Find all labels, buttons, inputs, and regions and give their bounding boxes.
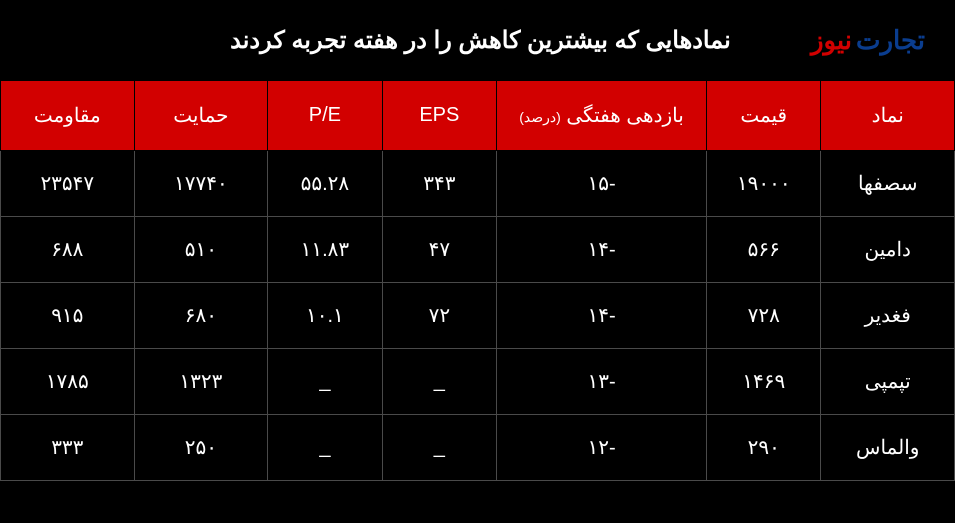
cell-eps: _ — [382, 415, 496, 481]
cell-resistance: ۹۱۵ — [1, 283, 135, 349]
cell-symbol: والماس — [821, 415, 955, 481]
cell-symbol: دامین — [821, 217, 955, 283]
cell-support: ۵۱۰ — [134, 217, 268, 283]
cell-eps: ۴۷ — [382, 217, 496, 283]
cell-return: -۱۵ — [497, 151, 707, 217]
cell-resistance: ۳۳۳ — [1, 415, 135, 481]
table-row: فغدیر۷۲۸-۱۴۷۲۱۰.۱۶۸۰۹۱۵ — [1, 283, 955, 349]
cell-pe: ۱۱.۸۳ — [268, 217, 382, 283]
col-return: بازدهی هفتگی (درصد) — [497, 81, 707, 151]
cell-return: -۱۴ — [497, 283, 707, 349]
cell-price: ۷۲۸ — [706, 283, 820, 349]
stock-table: نماد قیمت بازدهی هفتگی (درصد) EPS P/E حم… — [0, 80, 955, 481]
header: تجارت نیوز نمادهایی که بیشترین کاهش را د… — [0, 0, 955, 80]
cell-resistance: ۶۸۸ — [1, 217, 135, 283]
cell-resistance: ۱۷۸۵ — [1, 349, 135, 415]
cell-eps: ۷۲ — [382, 283, 496, 349]
logo: تجارت نیوز — [811, 25, 925, 56]
cell-return: -۱۴ — [497, 217, 707, 283]
cell-pe: _ — [268, 415, 382, 481]
cell-eps: _ — [382, 349, 496, 415]
cell-symbol: سصفها — [821, 151, 955, 217]
cell-symbol: تپمپی — [821, 349, 955, 415]
cell-price: ۱۹۰۰۰ — [706, 151, 820, 217]
logo-part1: تجارت — [856, 25, 925, 56]
cell-pe: ۱۰.۱ — [268, 283, 382, 349]
cell-return: -۱۳ — [497, 349, 707, 415]
cell-price: ۲۹۰ — [706, 415, 820, 481]
table-row: والماس۲۹۰-۱۲__۲۵۰۳۳۳ — [1, 415, 955, 481]
table-row: دامین۵۶۶-۱۴۴۷۱۱.۸۳۵۱۰۶۸۸ — [1, 217, 955, 283]
logo-part2: نیوز — [811, 25, 852, 56]
cell-resistance: ۲۳۵۴۷ — [1, 151, 135, 217]
col-symbol: نماد — [821, 81, 955, 151]
cell-pe: _ — [268, 349, 382, 415]
table-row: تپمپی۱۴۶۹-۱۳__۱۳۲۳۱۷۸۵ — [1, 349, 955, 415]
page-title: نمادهایی که بیشترین کاهش را در هفته تجرب… — [30, 26, 811, 55]
cell-support: ۲۵۰ — [134, 415, 268, 481]
col-support: حمایت — [134, 81, 268, 151]
col-eps: EPS — [382, 81, 496, 151]
col-price: قیمت — [706, 81, 820, 151]
cell-price: ۱۴۶۹ — [706, 349, 820, 415]
cell-pe: ۵۵.۲۸ — [268, 151, 382, 217]
cell-support: ۱۷۷۴۰ — [134, 151, 268, 217]
col-pe: P/E — [268, 81, 382, 151]
cell-support: ۱۳۲۳ — [134, 349, 268, 415]
cell-price: ۵۶۶ — [706, 217, 820, 283]
col-resistance: مقاومت — [1, 81, 135, 151]
table-row: سصفها۱۹۰۰۰-۱۵۳۴۳۵۵.۲۸۱۷۷۴۰۲۳۵۴۷ — [1, 151, 955, 217]
cell-support: ۶۸۰ — [134, 283, 268, 349]
cell-symbol: فغدیر — [821, 283, 955, 349]
cell-eps: ۳۴۳ — [382, 151, 496, 217]
cell-return: -۱۲ — [497, 415, 707, 481]
table-header-row: نماد قیمت بازدهی هفتگی (درصد) EPS P/E حم… — [1, 81, 955, 151]
